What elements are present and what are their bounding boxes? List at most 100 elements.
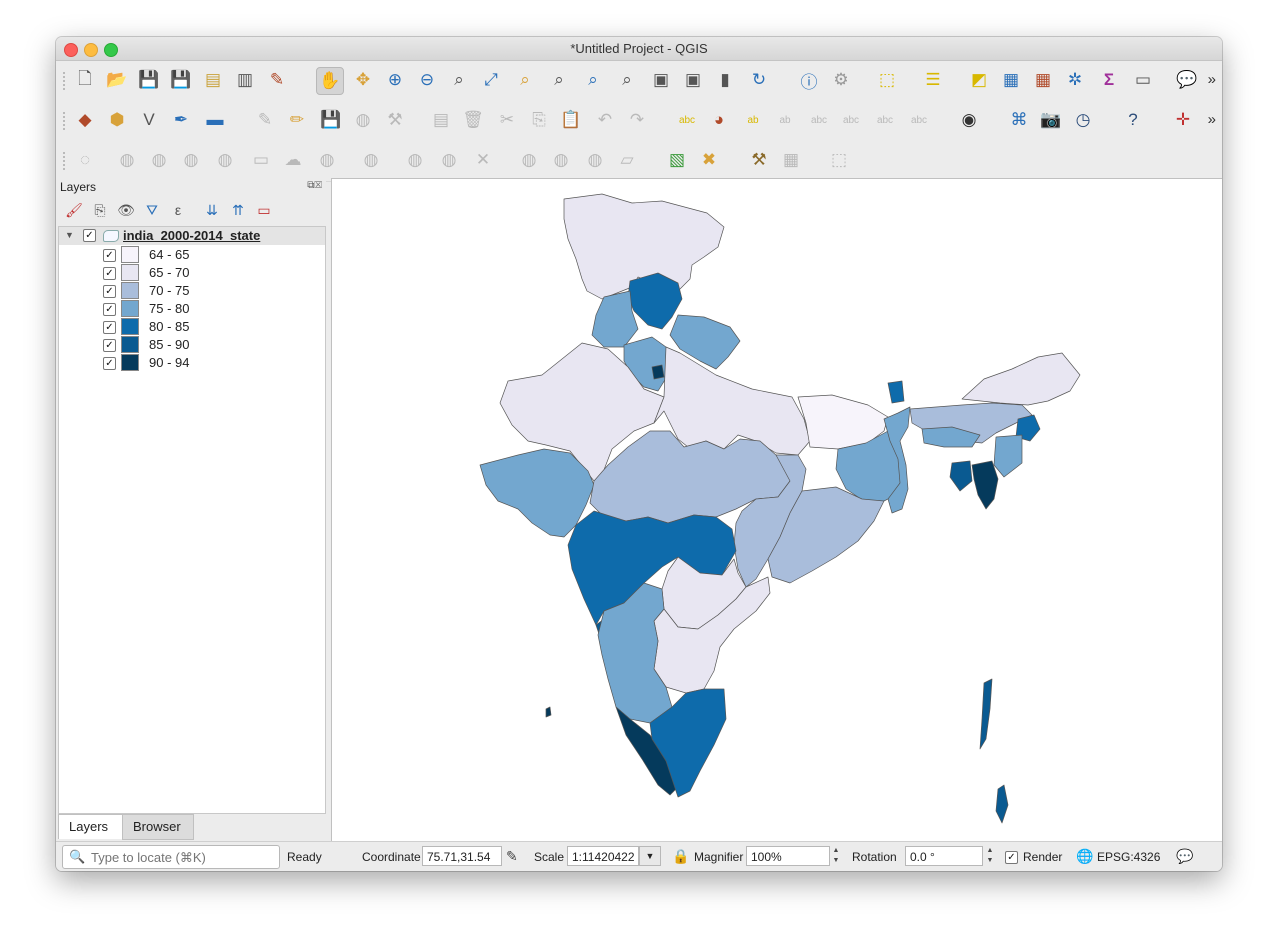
- new-geopackage-icon[interactable]: ⬢: [109, 110, 125, 129]
- split-parts-icon[interactable]: ◍: [363, 150, 379, 169]
- highlight-pinned-labels-icon[interactable]: ab: [747, 114, 759, 126]
- reshape-icon[interactable]: ▭: [252, 150, 270, 169]
- add-ring-icon[interactable]: ◌: [79, 150, 91, 169]
- layout-manager-icon[interactable]: ▥: [236, 70, 254, 89]
- take-snapshot-icon[interactable]: 📷: [1040, 110, 1062, 129]
- manage-visibility-icon[interactable]: 👁: [117, 201, 135, 218]
- legend-item[interactable]: ✓ 75 - 80: [59, 300, 325, 318]
- label-toolbar-icon[interactable]: abc: [678, 114, 696, 126]
- legend-item-checkbox[interactable]: ✓: [103, 339, 116, 352]
- tab-browser[interactable]: Browser: [122, 814, 194, 840]
- redo-icon[interactable]: ↷: [629, 110, 645, 129]
- temporal-controller-icon[interactable]: ▮: [720, 70, 730, 89]
- toolbar-overflow-icon[interactable]: »: [1207, 71, 1216, 88]
- layer-visibility-checkbox[interactable]: ✓: [83, 229, 96, 242]
- zoom-to-selection-icon[interactable]: ⌕: [520, 70, 530, 89]
- filter-legend-icon[interactable]: ⛛: [146, 201, 158, 218]
- open-attribute-table-icon[interactable]: ☰: [925, 70, 941, 89]
- fill-ring-icon[interactable]: ◍: [151, 150, 167, 169]
- move-label-icon[interactable]: abc: [842, 114, 860, 126]
- delete-ring-icon[interactable]: ◍: [183, 150, 199, 169]
- reverse-line-icon[interactable]: ◍: [553, 150, 569, 169]
- magnifier-field[interactable]: 100%: [746, 846, 830, 866]
- collapse-all-icon[interactable]: ⇈: [232, 201, 244, 218]
- crs-label[interactable]: EPSG:4326: [1097, 850, 1161, 864]
- save-project-icon[interactable]: 💾: [138, 70, 160, 89]
- show-bookmarks-icon[interactable]: ▣: [684, 70, 702, 89]
- zoom-in-icon[interactable]: ⊕: [387, 70, 403, 89]
- map-canvas[interactable]: [331, 178, 1222, 842]
- toolbox-icon[interactable]: ✲: [1067, 70, 1083, 89]
- toolbar-overflow-icon[interactable]: »: [1207, 111, 1216, 128]
- legend-item[interactable]: ✓ 70 - 75: [59, 282, 325, 300]
- copy-features-icon[interactable]: ⎘: [532, 110, 546, 129]
- statistics-icon[interactable]: ▦: [1034, 70, 1052, 89]
- collapse-arrow-icon[interactable]: ▼: [65, 230, 74, 240]
- map-tips-icon[interactable]: 💬: [1176, 70, 1198, 89]
- pan-map-icon[interactable]: ✋: [316, 67, 344, 95]
- zoom-out-icon[interactable]: ⊖: [419, 70, 435, 89]
- georeferencer-icon[interactable]: ▱: [620, 150, 634, 169]
- paste-features-icon[interactable]: 📋: [560, 110, 582, 129]
- clip-icon[interactable]: ⚒: [751, 150, 767, 169]
- magnifier-spinner-icon[interactable]: ▲ ▼: [832, 847, 840, 864]
- legend-item[interactable]: ✓ 85 - 90: [59, 336, 325, 354]
- new-bookmark-icon[interactable]: ▣: [652, 70, 670, 89]
- messages-icon[interactable]: 💬: [1176, 848, 1194, 864]
- select-by-location-icon[interactable]: ▦: [782, 150, 800, 169]
- legend-item-checkbox[interactable]: ✓: [103, 357, 116, 370]
- expand-all-icon[interactable]: ⇊: [206, 201, 218, 218]
- legend-item[interactable]: ✓ 65 - 70: [59, 264, 325, 282]
- current-edits-icon[interactable]: ✎: [257, 110, 273, 129]
- globe-icon[interactable]: 🌐: [1076, 848, 1094, 864]
- legend-item-checkbox[interactable]: ✓: [103, 285, 116, 298]
- toggle-extents-icon[interactable]: ✎: [506, 848, 518, 864]
- remove-layer-icon[interactable]: ▭: [257, 201, 271, 218]
- rotation-spinner-icon[interactable]: ▲ ▼: [986, 847, 994, 864]
- add-part-icon[interactable]: ◍: [119, 150, 135, 169]
- open-project-icon[interactable]: 📂: [106, 70, 128, 89]
- panel-float-close-buttons[interactable]: ⧉☒: [307, 180, 322, 191]
- tools-icon[interactable]: ✖: [701, 150, 717, 169]
- save-as-icon[interactable]: 💾: [170, 70, 192, 89]
- pin-labels-icon[interactable]: ab: [779, 114, 791, 126]
- render-checkbox[interactable]: ✓: [1005, 851, 1018, 864]
- new-print-layout-icon[interactable]: ▤: [204, 70, 222, 89]
- scale-dropdown[interactable]: ▼: [639, 846, 661, 866]
- minimize-window-button[interactable]: [84, 43, 98, 57]
- annotation-icon[interactable]: ⬚: [830, 150, 848, 169]
- digitize-pencil-icon[interactable]: ✒: [173, 110, 189, 129]
- split-features-icon[interactable]: ◍: [319, 150, 335, 169]
- zoom-full-icon[interactable]: ⤢: [484, 70, 498, 89]
- open-styling-icon[interactable]: 🖌: [65, 201, 83, 218]
- rotate-point-icon[interactable]: ✕: [475, 150, 491, 169]
- close-window-button[interactable]: [64, 43, 78, 57]
- toggle-editing-icon[interactable]: ✏: [289, 110, 305, 129]
- action-icon[interactable]: ⚙: [833, 70, 849, 89]
- legend-item[interactable]: ✓ 80 - 85: [59, 318, 325, 336]
- maximize-window-button[interactable]: [104, 43, 118, 57]
- delete-selected-icon[interactable]: 🗑: [462, 110, 484, 129]
- scale-field[interactable]: 1:11420422: [567, 846, 639, 866]
- zoom-last-icon[interactable]: ⌕: [588, 70, 598, 89]
- legend-item[interactable]: ✓ 90 - 94: [59, 354, 325, 372]
- identify-icon[interactable]: ⓘ: [800, 72, 818, 92]
- vertex-tool-icon[interactable]: ⚒: [387, 110, 403, 129]
- simplify-icon[interactable]: ◍: [521, 150, 537, 169]
- delete-part-icon[interactable]: ◍: [217, 150, 233, 169]
- digitize-vertex-icon[interactable]: V: [143, 110, 155, 129]
- add-feature-icon[interactable]: ◍: [355, 110, 371, 129]
- modify-attributes-icon[interactable]: ▤: [432, 110, 450, 129]
- change-label-icon[interactable]: abc: [910, 114, 928, 126]
- tab-layers[interactable]: Layers: [58, 814, 124, 839]
- python-console-icon[interactable]: ⌘: [1010, 110, 1028, 129]
- merge-features-icon[interactable]: ◍: [407, 150, 423, 169]
- add-group-icon[interactable]: ⎘: [94, 201, 106, 218]
- coordinate-field[interactable]: 75.71,31.54: [422, 846, 502, 866]
- toolbar-grip[interactable]: [62, 111, 66, 131]
- locator-bar[interactable]: 🔍: [62, 845, 280, 869]
- legend-item-checkbox[interactable]: ✓: [103, 321, 116, 334]
- sigma-icon[interactable]: Σ: [1103, 70, 1115, 89]
- zoom-next-icon[interactable]: ⌕: [622, 70, 632, 89]
- legend-item-checkbox[interactable]: ✓: [103, 267, 116, 280]
